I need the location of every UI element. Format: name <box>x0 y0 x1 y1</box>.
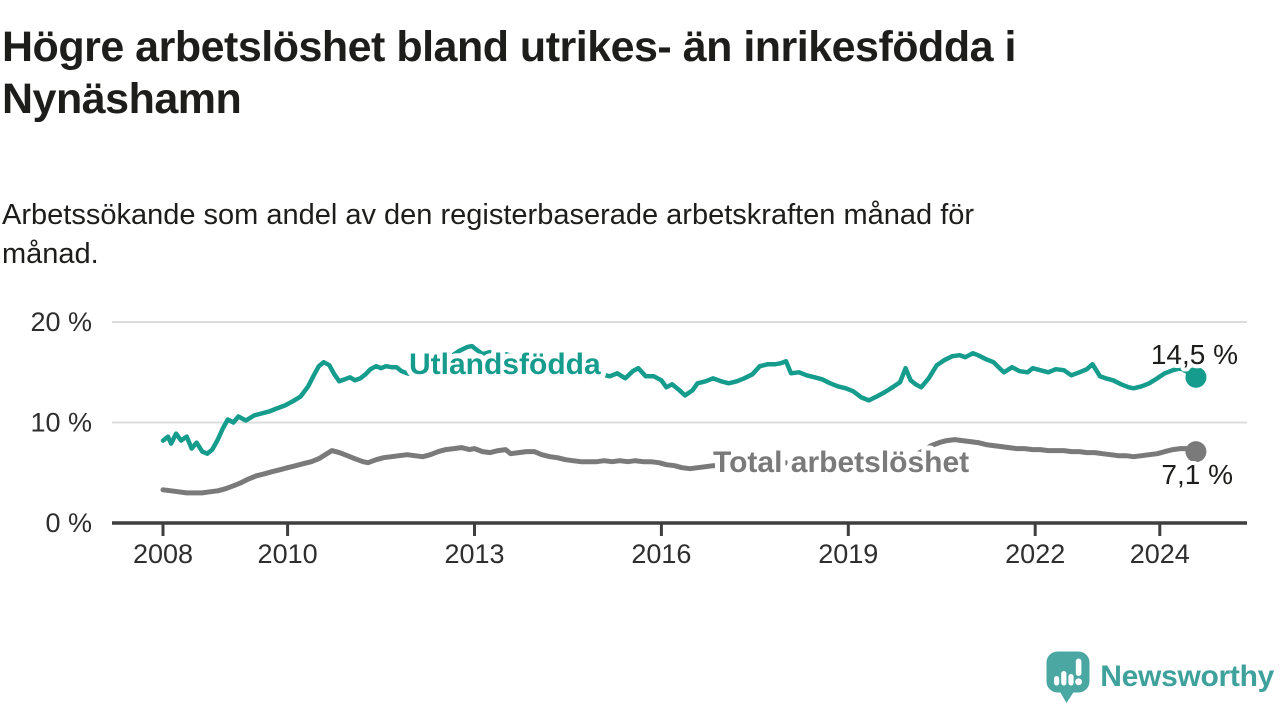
series-line-utlandsfodda <box>160 343 1199 456</box>
chart-title-line2: Nynäshamn <box>2 74 242 123</box>
y-axis-label: 0 % <box>45 508 92 538</box>
y-axis-label: 20 % <box>30 307 92 337</box>
end-value-label-total-arbetslöshet: 7,1 % <box>1161 459 1233 490</box>
chart-subtitle: Arbetssökande som andel av den registerb… <box>2 196 1202 273</box>
series-line-total-arbetslöshet <box>160 437 1199 496</box>
x-axis-label: 2013 <box>444 539 504 569</box>
series-end-dot-total-arbetslöshet <box>1185 441 1207 463</box>
newsworthy-logo[interactable]: Newsworthy <box>1045 650 1274 704</box>
x-axis-label: 2008 <box>133 539 193 569</box>
x-axis-label: 2024 <box>1130 539 1190 569</box>
series-end-dot-utlandsfodda <box>1185 366 1207 388</box>
x-axis-label: 2016 <box>631 539 691 569</box>
newsworthy-logo-icon <box>1046 651 1090 703</box>
x-axis-label: 2010 <box>258 539 318 569</box>
x-axis-label: 2022 <box>1005 539 1065 569</box>
chart-title-line1: Högre arbetslöshet bland utrikes- än inr… <box>2 23 1016 71</box>
chart-subtitle-line2: månad. <box>2 237 99 270</box>
y-axis-label: 10 % <box>30 408 92 438</box>
newsworthy-logo-text: Newsworthy <box>1100 660 1274 693</box>
end-value-label-utlandsfodda: 14,5 % <box>1151 339 1238 370</box>
x-axis-label: 2019 <box>818 539 878 569</box>
series-label-utlandsfodda: Utlandsfödda <box>409 348 601 381</box>
series-label-total-arbetslöshet: Total arbetslöshet <box>713 446 969 479</box>
chart-subtitle-line1: Arbetssökande som andel av den registerb… <box>2 199 975 231</box>
chart-title: Högre arbetslöshet bland utrikes- än inr… <box>2 22 1262 125</box>
